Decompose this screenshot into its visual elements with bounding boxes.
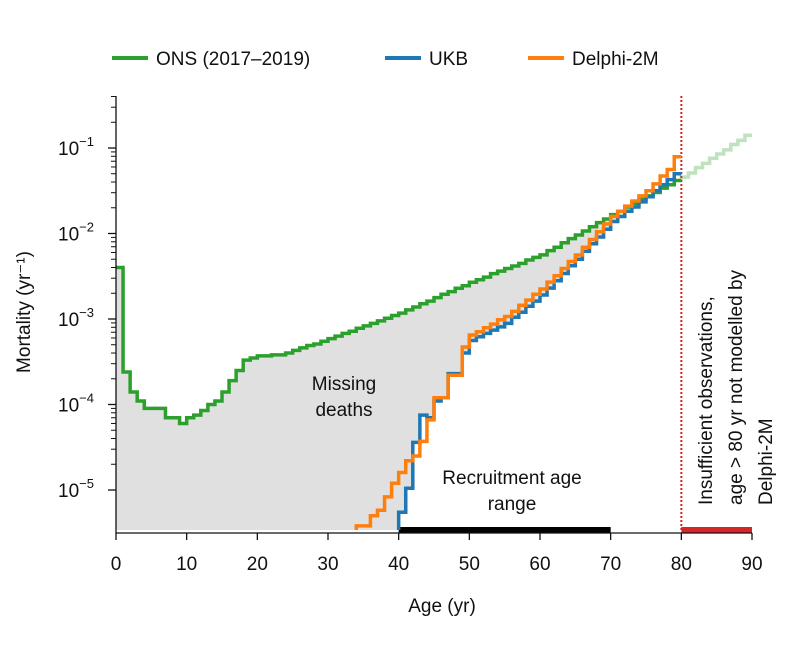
y-tick-exp: −2 bbox=[79, 220, 94, 235]
x-tick-label: 30 bbox=[317, 554, 338, 575]
missing-deaths-label: Missing bbox=[312, 374, 376, 395]
x-tick-label: 50 bbox=[459, 554, 480, 575]
y-tick-base: 10 bbox=[58, 396, 79, 417]
legend-label: ONS (2017–2019) bbox=[156, 49, 310, 70]
insufficient-observations-label: Delphi-2M bbox=[756, 418, 777, 505]
insufficient-observations-label: age > 80 yr not modelled by bbox=[726, 269, 747, 505]
x-tick-label: 20 bbox=[247, 554, 268, 575]
x-axis-label: Age (yr) bbox=[408, 596, 476, 617]
y-tick-label: 10−5 bbox=[58, 476, 94, 502]
y-tick-exp: −5 bbox=[79, 476, 94, 491]
x-tick-label: 90 bbox=[741, 554, 762, 575]
recruitment-label: Recruitment age bbox=[442, 468, 581, 489]
below-ukb-area bbox=[398, 173, 682, 530]
legend-label: Delphi-2M bbox=[572, 49, 659, 70]
y-tick-exp: −1 bbox=[79, 134, 94, 149]
y-tick-label: 10−2 bbox=[58, 220, 94, 246]
annotations: Missing deaths Recruitment age range Insuffi… bbox=[312, 269, 777, 515]
x-tick-label: 10 bbox=[176, 554, 197, 575]
missing-deaths-label: deaths bbox=[315, 400, 372, 421]
x-tick-label: 40 bbox=[388, 554, 409, 575]
y-tick-label: 10−3 bbox=[58, 305, 94, 331]
series-lines bbox=[116, 133, 752, 530]
missing-deaths-shade bbox=[116, 173, 682, 530]
ons-line bbox=[116, 178, 682, 426]
x-tick-label: 70 bbox=[600, 554, 621, 575]
insufficient-observations-label: Insufficient observations, bbox=[696, 296, 717, 505]
recruitment-label: range bbox=[488, 494, 537, 515]
y-tick-base: 10 bbox=[58, 225, 79, 246]
y-tick-exp: −4 bbox=[79, 391, 94, 406]
axes: 0 10 20 30 40 50 60 70 80 9010−110−210−310−410−5A… bbox=[14, 96, 763, 617]
y-axis-label: Mortality (yr⁻¹) bbox=[14, 251, 35, 373]
y-tick-base: 10 bbox=[58, 481, 79, 502]
legend-label: UKB bbox=[429, 49, 468, 70]
y-tick-label: 10−1 bbox=[58, 134, 94, 160]
y-tick-label: 10−4 bbox=[58, 391, 94, 417]
ons-line-faded bbox=[679, 133, 752, 181]
legend: ONS (2017–2019) UKB Delphi-2M bbox=[112, 49, 659, 70]
y-tick-base: 10 bbox=[58, 310, 79, 331]
x-tick-label: 0 bbox=[111, 554, 122, 575]
x-tick-label: 60 bbox=[529, 554, 550, 575]
range-bars bbox=[398, 96, 752, 533]
x-tick-label: 80 bbox=[671, 554, 692, 575]
delphi-line bbox=[354, 155, 682, 530]
y-tick-exp: −3 bbox=[79, 305, 94, 320]
y-tick-base: 10 bbox=[58, 139, 79, 160]
